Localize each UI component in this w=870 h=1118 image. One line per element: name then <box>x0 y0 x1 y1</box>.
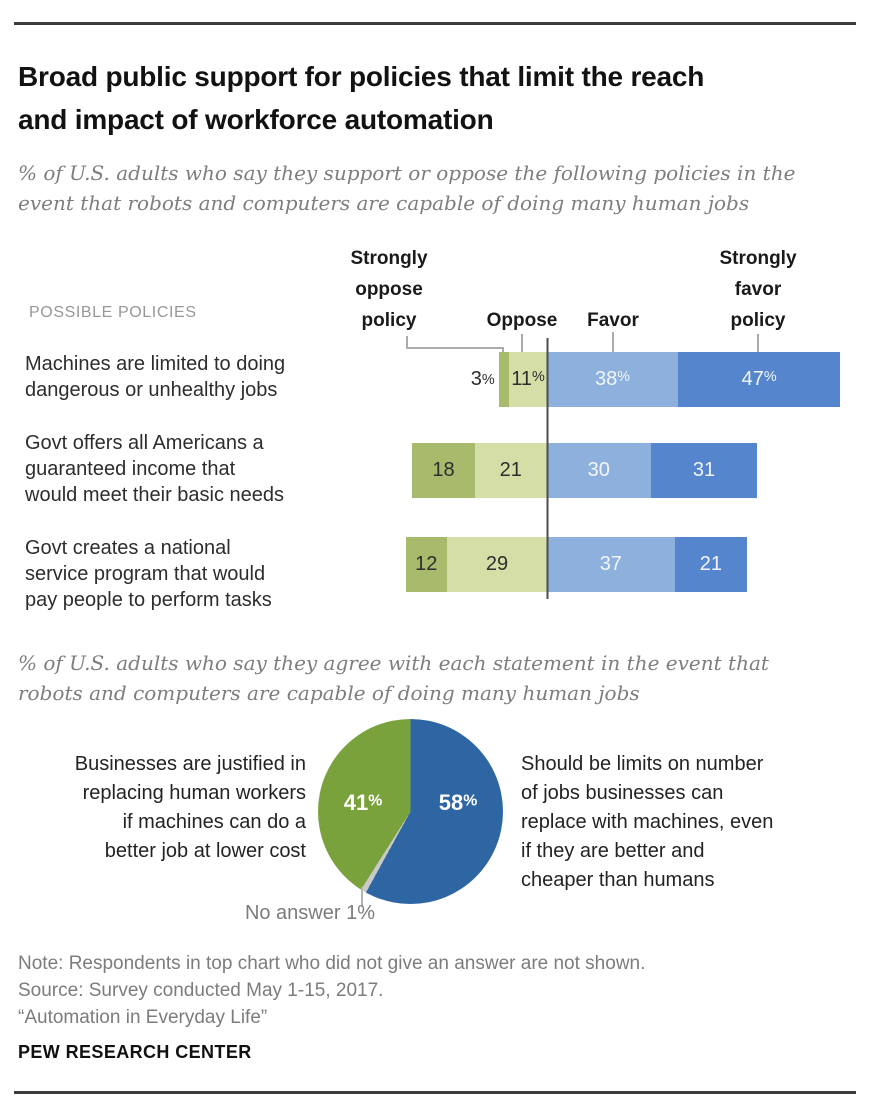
page-title: Broad public support for policies that l… <box>18 60 705 135</box>
legend-strongly-oppose: Strongly oppose policy <box>350 248 428 331</box>
bar-segment: 30 <box>547 443 651 498</box>
bar-row-label: Govt offers all Americans a guaranteed i… <box>25 432 285 506</box>
bar-segment: 29 <box>446 537 547 592</box>
strongly-oppose-bracket <box>406 336 504 352</box>
bar-segment: 11% <box>509 352 547 407</box>
bar-segment-value: 38% <box>595 368 631 390</box>
bar-row-label: Govt creates a national service program … <box>25 537 272 611</box>
pie-label-left: Businesses are justified in replacing hu… <box>74 753 306 862</box>
bar-segment-value: 30 <box>587 459 610 481</box>
no-answer-label: No answer 1% <box>244 902 375 924</box>
footer-attribution: “Automation in Everyday Life” <box>18 1007 268 1028</box>
bar-segment: 18 <box>412 443 475 498</box>
bar-segment: 31 <box>650 443 758 498</box>
bar-segment-value: 18 <box>432 459 455 481</box>
bar-segment-value: 47% <box>741 368 777 390</box>
bar-segment-value: 31 <box>692 459 716 481</box>
pie-chart-subtitle: % of U.S. adults who say they agree with… <box>18 651 769 705</box>
pie-circle <box>318 719 503 904</box>
section-label: POSSIBLE POLICIES <box>29 304 197 321</box>
pie-value-blue: 58% <box>438 790 478 815</box>
footer-note: Note: Respondents in top chart who did n… <box>18 953 646 974</box>
bar-segment-value: 11% <box>511 368 545 390</box>
bar-segment: 12 <box>405 537 447 592</box>
bar-segment: 47% <box>678 352 841 407</box>
bar-segment <box>498 352 510 407</box>
bar-segment: 21 <box>474 443 547 498</box>
bar-row-label: Machines are limited to doing dangerous … <box>25 353 286 401</box>
bar-segment: 37 <box>547 537 675 592</box>
bar-segment: 21 <box>674 537 748 592</box>
legend-strongly-favor: Strongly favor policy <box>719 248 797 331</box>
pew-research-center-wordmark: PEW RESEARCH CENTER <box>18 1042 252 1062</box>
pie-value-green: 41% <box>343 790 383 815</box>
bar-segment-value: 29 <box>485 553 509 575</box>
top-divider <box>14 22 856 25</box>
bar-segment-value-outside: 3% <box>470 368 495 390</box>
bar-segment-value: 21 <box>499 459 522 481</box>
bottom-divider <box>14 1091 856 1094</box>
bar-segment-value: 37 <box>599 553 622 575</box>
pie-label-right: Should be limits on number of jobs busin… <box>521 753 774 891</box>
bar-segment-value: 21 <box>699 553 722 575</box>
footer-source: Source: Survey conducted May 1-15, 2017. <box>18 980 384 1001</box>
bar-segment-value: 12 <box>415 553 438 575</box>
no-answer-leader-line <box>361 887 363 907</box>
legend-oppose: Oppose <box>486 310 558 331</box>
bar-chart-subtitle: % of U.S. adults who say they support or… <box>18 161 796 215</box>
bar-segment: 38% <box>547 352 679 407</box>
legend-favor: Favor <box>587 310 639 331</box>
